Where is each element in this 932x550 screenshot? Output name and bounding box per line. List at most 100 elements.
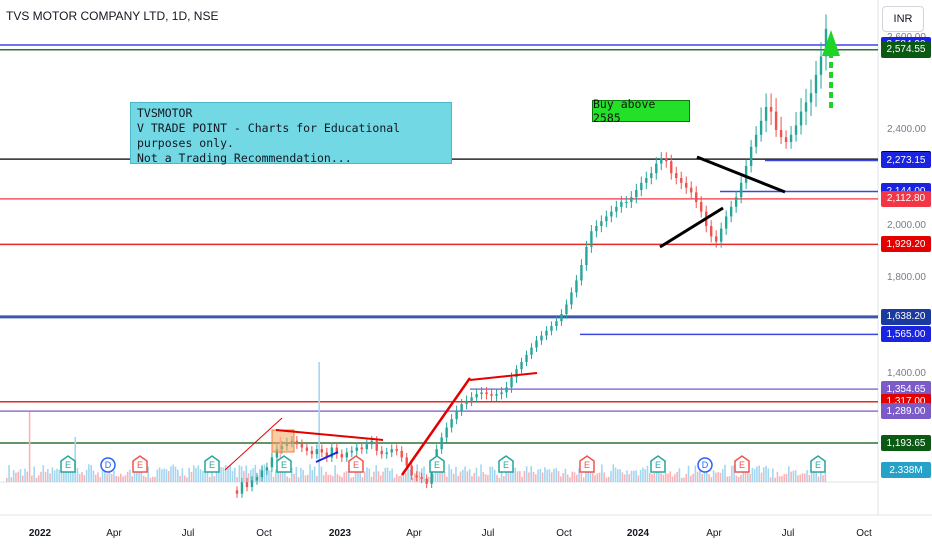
volume-bar [177,469,179,482]
candle-body [385,452,388,455]
volume-bar [94,474,97,482]
volume-bar [503,476,505,482]
volume-bar [548,469,551,482]
note-line-3: Not a Trading Recommendation... [137,151,352,165]
price-level-tag: 2,112.80 [881,190,931,207]
volume-bar [534,474,537,482]
volume-bar [557,471,560,482]
candle-body [295,440,299,445]
volume-bar [145,476,147,482]
volume-bar [26,471,29,482]
disclaimer-note: TVSMOTOR V TRADE POINT - Charts for Educ… [130,102,452,165]
volume-bar [594,475,596,482]
candle-body [695,192,698,202]
volume-bar [434,470,437,482]
volume-bar [35,477,38,482]
candle-body [545,330,548,336]
volume-bar [617,469,619,482]
volume-bar [44,471,47,482]
candle-body [455,410,458,420]
volume-bar [332,476,334,482]
volume-bar [67,464,70,482]
volume-bar [509,470,512,482]
earnings-marker [204,455,220,473]
candle-body [645,178,648,183]
candle-body [734,197,738,207]
volume-bar [735,475,738,482]
volume-bar [664,472,667,482]
volume-bar [699,470,701,482]
candle-body [640,182,643,190]
volume-bar [539,468,542,482]
candle-body [565,304,568,314]
volume-bar [236,477,238,482]
marker-letter: E [65,460,71,470]
volume-bar [259,469,261,482]
candle-body [789,134,793,142]
volume-bar [389,470,391,482]
volume-bar [747,468,749,482]
candle-body [310,450,314,455]
candle-body [585,246,588,265]
candle-body [595,226,598,232]
volume-bar [824,472,827,482]
up-arrow-head [822,30,840,56]
volume-bar [525,466,528,482]
volume-bar [81,472,83,482]
volume-bar [234,467,236,482]
volume-bar [819,467,822,482]
currency-selector[interactable]: INR [882,6,924,32]
volume-bar [756,466,758,482]
volume-bar [432,474,434,482]
volume-bar [703,467,706,482]
marker-letter: D [702,460,709,470]
candle-body [535,340,538,348]
volume-bar [760,472,763,482]
candle-body [759,120,763,135]
candle-body [625,202,628,203]
volume-bar [243,471,245,482]
volume-bar [589,465,592,482]
candle-body [380,450,383,455]
candle-body [270,457,274,468]
volume-bar [106,473,108,482]
volume-bar [329,474,332,482]
price-level-tag: 2,574.55 [881,41,931,58]
volume-bar [199,469,202,482]
volume-bar [726,476,729,482]
volume-bar [245,465,247,482]
volume-bar [227,466,229,482]
volume-bar [181,468,184,482]
volume-bar [325,471,327,482]
volume-bar [92,470,95,482]
volume-bar [224,465,227,482]
volume-bar [202,470,204,482]
candle-body [635,190,638,198]
volume-bar [31,475,33,482]
marker-letter: E [584,460,590,470]
volume-bar [662,474,665,482]
volume-bar [306,474,309,482]
candle-body [405,457,408,466]
candle-body [530,347,533,355]
volume-bar [571,471,574,482]
marker-letter: E [503,460,509,470]
candle-body [824,28,828,57]
candle-body [260,470,264,478]
earnings-marker [132,455,148,473]
volume-bar [263,464,266,482]
volume-bar [65,470,67,482]
volume-bar [286,476,289,482]
candle-body [510,377,513,388]
volume-bar [516,471,519,482]
volume-bar [379,475,382,482]
volume-bar [639,470,642,482]
volume-bar [122,476,124,482]
price-level-tag: 1,354.65 [881,381,931,398]
volume-bar [578,468,580,482]
volume-bar [151,476,154,482]
volume-bar [778,476,781,482]
volume-bar [375,465,377,482]
volume-bar [790,471,792,482]
